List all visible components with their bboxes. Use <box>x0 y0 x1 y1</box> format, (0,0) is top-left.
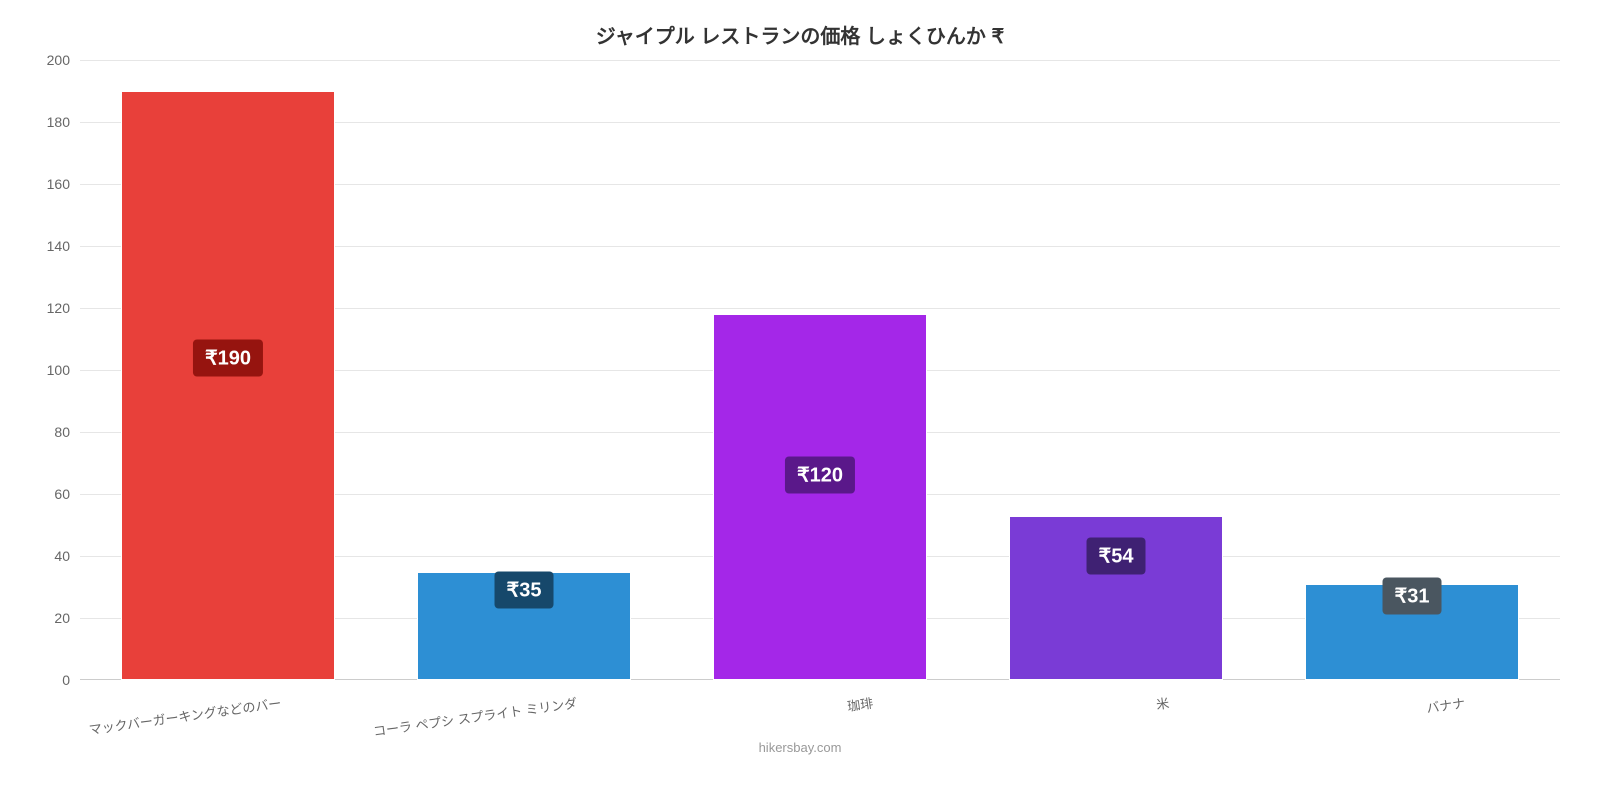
value-badge: ₹190 <box>193 339 263 376</box>
price-bar-chart: ジャイプル レストランの価格 しょくひんか ₹ 0 20 40 60 80 100 120 1… <box>0 0 1600 800</box>
chart-title: ジャイプル レストランの価格 しょくひんか ₹ <box>0 20 1600 49</box>
x-category-label: マックバーガーキングなどのバー <box>22 693 282 748</box>
value-badge: ₹120 <box>785 457 855 494</box>
y-tick-label: 60 <box>54 486 80 502</box>
x-category-label: バナナ <box>1206 693 1466 748</box>
y-tick-label: 160 <box>47 176 80 192</box>
bar <box>713 314 926 680</box>
y-tick-label: 100 <box>47 362 80 378</box>
x-category-label: コーラ ペプシ スプライト ミリンダ <box>318 693 578 748</box>
y-tick-label: 200 <box>47 52 80 68</box>
x-category-label: 米 <box>910 693 1170 748</box>
chart-credit: hikersbay.com <box>759 740 842 755</box>
value-badge: ₹31 <box>1383 578 1442 615</box>
y-tick-label: 120 <box>47 300 80 316</box>
y-tick-label: 80 <box>54 424 80 440</box>
y-tick-label: 0 <box>62 672 80 688</box>
y-tick-label: 20 <box>54 610 80 626</box>
value-badge: ₹54 <box>1087 538 1146 575</box>
y-tick-label: 40 <box>54 548 80 564</box>
plot-area: 020406080100120140160180200₹190₹35₹120₹5… <box>80 60 1560 680</box>
grid-line <box>80 60 1560 61</box>
bar <box>121 91 334 680</box>
value-badge: ₹35 <box>495 572 554 609</box>
y-tick-label: 180 <box>47 114 80 130</box>
y-tick-label: 140 <box>47 238 80 254</box>
